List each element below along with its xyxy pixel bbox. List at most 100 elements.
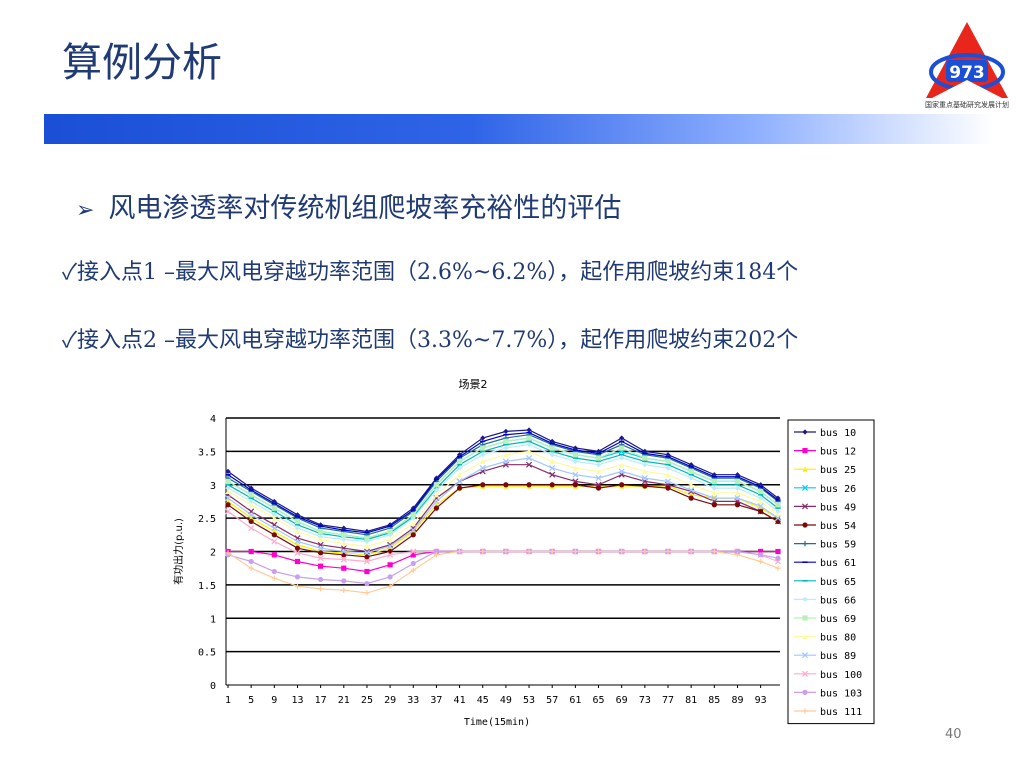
data-point	[225, 502, 231, 508]
y-tick-label: 3	[210, 481, 216, 492]
legend-marker	[802, 708, 808, 714]
data-point	[433, 548, 440, 555]
y-tick-label: 2	[210, 548, 216, 559]
data-point	[341, 532, 347, 538]
data-point	[642, 462, 648, 468]
legend-marker	[802, 634, 808, 640]
data-point	[595, 468, 602, 474]
data-point	[711, 502, 717, 508]
data-point	[271, 532, 277, 538]
data-point	[318, 550, 324, 556]
header-bar	[44, 114, 994, 144]
data-point	[619, 445, 625, 451]
x-tick-label: 49	[500, 695, 512, 706]
legend-entry: bus 69	[820, 614, 856, 625]
x-tick-label: 89	[731, 695, 743, 706]
legend-marker	[802, 522, 808, 528]
x-tick-label: 69	[616, 695, 628, 706]
data-point	[364, 535, 370, 541]
data-point	[456, 548, 463, 555]
data-point	[572, 452, 578, 458]
data-point	[526, 442, 532, 448]
data-point	[549, 458, 555, 464]
data-point	[572, 548, 578, 555]
data-point	[318, 563, 324, 569]
data-point	[549, 482, 555, 488]
data-point	[688, 475, 694, 481]
data-point	[595, 548, 602, 555]
data-point	[340, 548, 347, 555]
x-tick-label: 85	[708, 695, 720, 706]
data-point	[549, 465, 556, 472]
data-point	[479, 465, 486, 472]
logo-973: 973	[926, 22, 1008, 98]
data-point	[642, 468, 648, 474]
data-point	[341, 540, 347, 547]
data-point	[433, 498, 440, 505]
data-point	[775, 555, 781, 561]
data-point	[688, 468, 694, 474]
data-point	[526, 448, 532, 454]
data-point	[549, 471, 556, 478]
x-tick-label: 13	[291, 695, 303, 706]
data-point	[664, 478, 672, 485]
data-point	[503, 438, 509, 444]
data-point	[572, 482, 578, 488]
data-point	[688, 482, 694, 488]
data-point	[294, 518, 301, 525]
data-point	[433, 552, 440, 558]
y-tick-label: 3.5	[198, 447, 216, 458]
data-point	[248, 518, 254, 525]
data-point	[734, 548, 741, 555]
legend-entry: bus 10	[820, 428, 856, 439]
x-tick-label: 33	[407, 695, 419, 706]
data-point	[758, 552, 764, 558]
data-point	[433, 482, 440, 488]
data-point	[642, 448, 648, 454]
data-point	[480, 435, 486, 441]
data-point	[248, 565, 254, 571]
data-point	[224, 495, 232, 502]
data-point	[410, 560, 416, 567]
data-point	[456, 465, 463, 471]
x-tick-label: 5	[248, 695, 254, 706]
x-tick-label: 29	[384, 695, 396, 706]
slide-title: 算例分析	[62, 40, 222, 86]
data-point	[549, 445, 555, 451]
data-point	[248, 502, 254, 508]
data-point	[526, 455, 533, 462]
data-point	[410, 525, 417, 532]
data-point	[364, 554, 370, 560]
legend-entry: bus 26	[820, 484, 856, 495]
x-tick-label: 73	[639, 695, 651, 706]
data-point	[595, 448, 602, 454]
data-point	[711, 485, 717, 491]
data-point	[549, 452, 555, 458]
series-line	[228, 550, 778, 573]
data-point	[433, 487, 440, 493]
data-point	[340, 556, 347, 563]
legend-entry: bus 89	[820, 651, 856, 662]
data-point	[734, 478, 741, 485]
data-point	[619, 548, 625, 555]
data-point	[433, 475, 440, 481]
data-point	[618, 468, 625, 475]
data-point	[734, 490, 741, 496]
data-point	[480, 548, 486, 555]
x-tick-label: 1	[225, 695, 231, 706]
legend-marker	[802, 689, 808, 695]
data-point	[711, 548, 717, 555]
data-point	[364, 580, 370, 587]
data-point	[341, 565, 347, 571]
data-point	[294, 574, 301, 580]
data-point	[665, 472, 671, 478]
legend-marker	[802, 466, 808, 472]
legend-entry: bus 61	[820, 558, 856, 569]
data-point	[456, 478, 463, 485]
legend-entry: bus 54	[820, 521, 856, 532]
data-point	[248, 498, 254, 505]
legend-entry: bus 49	[820, 502, 856, 513]
data-point	[711, 495, 718, 502]
data-point	[387, 551, 394, 558]
